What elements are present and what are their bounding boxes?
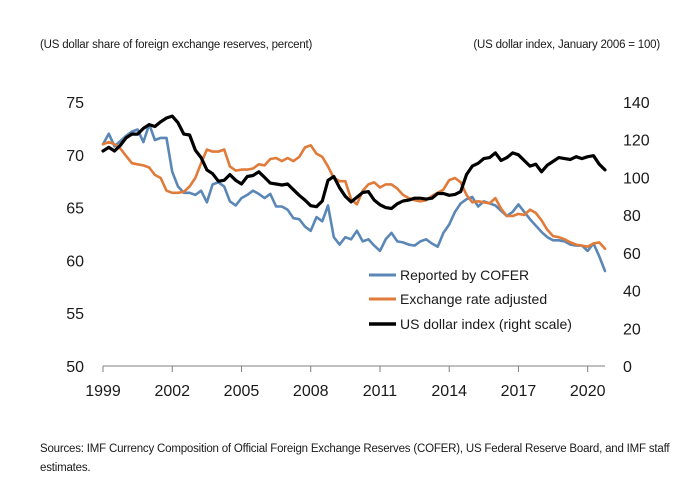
x-tick-label: 1999: [85, 383, 121, 400]
right-tick-label: 80: [623, 208, 641, 225]
series-line-2: [101, 140, 607, 251]
x-tick-label: 2005: [224, 383, 260, 400]
right-tick-label: 120: [623, 133, 650, 150]
legend-label-3: US dollar index (right scale): [400, 316, 572, 332]
right-y-axis: 0 20 40 60 80 100 120 140: [623, 95, 650, 376]
left-tick-label: 55: [66, 306, 84, 323]
right-tick-label: 140: [623, 95, 650, 112]
right-axis-caption: (US dollar index, January 2006 = 100): [473, 39, 660, 51]
right-tick-label: 40: [623, 284, 641, 301]
left-tick-label: 75: [66, 95, 84, 112]
legend-label-1: Reported by COFER: [400, 267, 529, 283]
left-tick-label: 65: [66, 201, 84, 218]
left-tick-label: 60: [66, 253, 84, 270]
x-tick-label: 2017: [501, 383, 537, 400]
right-tick-label: 0: [623, 359, 632, 376]
x-tick-label: 2014: [431, 383, 467, 400]
legend-label-2: Exchange rate adjusted: [400, 291, 547, 307]
left-axis-caption: (US dollar share of foreign exchange res…: [40, 39, 313, 51]
legend: Reported by COFER Exchange rate adjusted U…: [369, 267, 572, 332]
x-tick-label: 2020: [570, 383, 606, 400]
series-line-3: [101, 114, 607, 211]
sources-note: Sources: IMF Currency Composition of Off…: [40, 443, 670, 474]
left-tick-label: 70: [66, 148, 84, 165]
line-chart: 50 55 60 65 70 75 0 20 40 60 80 100 120 140 1999 2002…: [66, 95, 650, 400]
x-tick-label: 2008: [293, 383, 329, 400]
series-line-1: [101, 122, 607, 273]
left-tick-label: 50: [66, 359, 84, 376]
right-tick-label: 20: [623, 321, 641, 338]
series-layer: [101, 114, 607, 273]
right-tick-label: 100: [623, 170, 650, 187]
x-axis: 1999 2002 2005 2008 2011 2014 2017 2020: [85, 366, 606, 400]
left-y-axis: 50 55 60 65 70 75: [66, 95, 84, 376]
right-tick-label: 60: [623, 246, 641, 263]
x-tick-label: 2002: [154, 383, 190, 400]
x-tick-label: 2011: [363, 383, 398, 400]
